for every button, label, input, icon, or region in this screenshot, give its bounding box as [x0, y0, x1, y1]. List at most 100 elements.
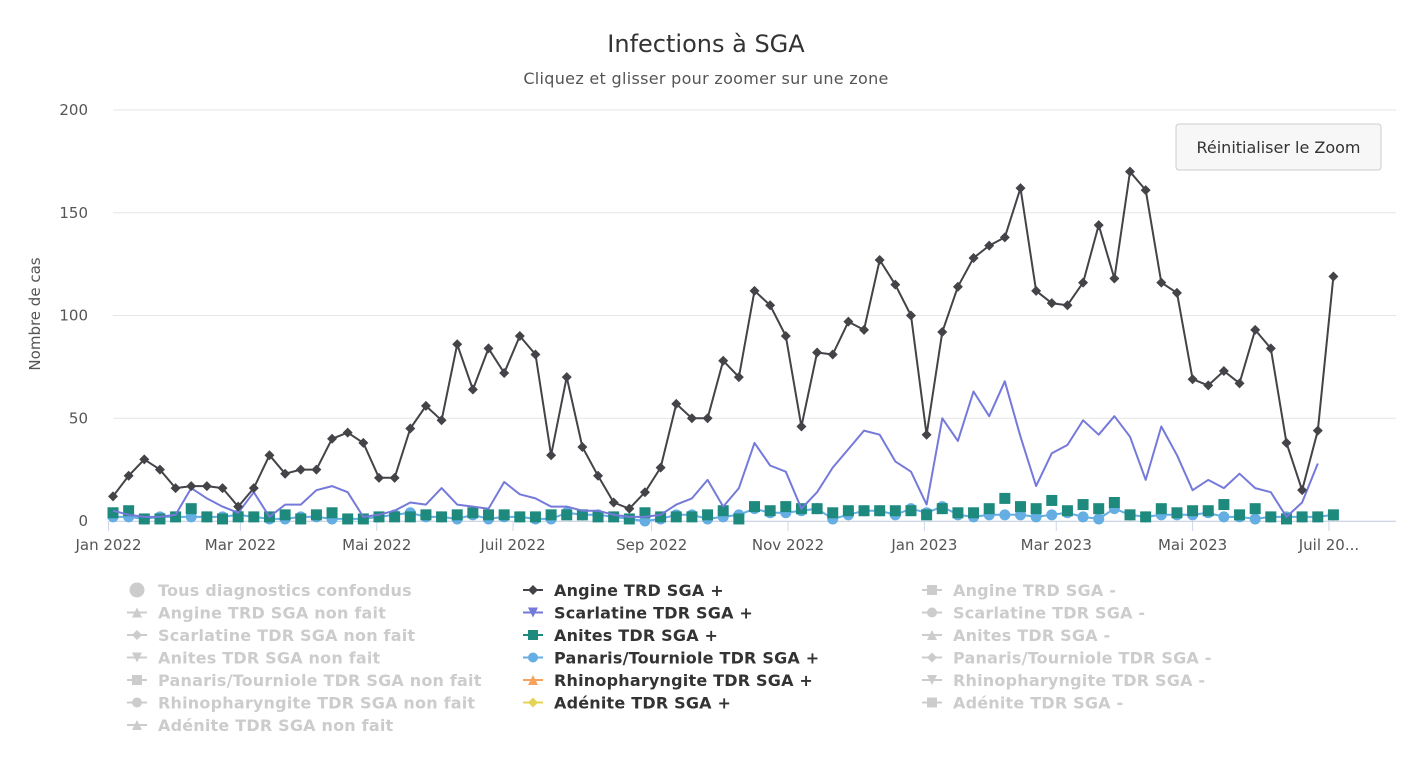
data-point[interactable]	[1124, 509, 1136, 521]
data-point[interactable]	[968, 507, 980, 519]
data-point[interactable]	[1014, 501, 1026, 513]
data-point[interactable]	[514, 511, 526, 523]
legend-item[interactable]: Angine TRD SGA +	[523, 581, 724, 600]
data-point[interactable]	[373, 511, 385, 523]
data-point[interactable]	[248, 483, 259, 494]
data-point[interactable]	[123, 470, 134, 481]
data-point[interactable]	[1108, 497, 1120, 509]
data-point[interactable]	[952, 507, 964, 519]
data-point[interactable]	[1281, 437, 1292, 448]
data-point[interactable]	[827, 507, 839, 519]
data-point[interactable]	[702, 413, 713, 424]
legend-item[interactable]: Rhinopharyngite TDR SGA +	[523, 671, 813, 690]
data-point[interactable]	[1249, 503, 1261, 515]
legend-item[interactable]: Anites TDR SGA non fait	[127, 649, 381, 668]
data-point[interactable]	[467, 384, 478, 395]
data-point[interactable]	[483, 509, 495, 521]
data-point[interactable]	[232, 511, 244, 523]
data-point[interactable]	[514, 331, 525, 342]
data-point[interactable]	[842, 505, 854, 517]
data-point[interactable]	[921, 509, 933, 521]
data-point[interactable]	[1312, 425, 1323, 436]
data-point[interactable]	[217, 483, 228, 494]
data-point[interactable]	[358, 437, 369, 448]
data-point[interactable]	[936, 503, 948, 515]
data-point[interactable]	[499, 368, 510, 379]
data-point[interactable]	[812, 347, 823, 358]
data-point[interactable]	[765, 300, 776, 311]
data-point[interactable]	[1203, 380, 1214, 391]
data-point[interactable]	[1171, 507, 1183, 519]
data-point[interactable]	[561, 509, 573, 521]
data-point[interactable]	[1202, 505, 1214, 517]
data-point[interactable]	[498, 509, 510, 521]
data-point[interactable]	[780, 501, 792, 513]
data-point[interactable]	[233, 501, 244, 512]
data-point[interactable]	[859, 324, 870, 335]
data-point[interactable]	[389, 511, 401, 523]
data-point[interactable]	[702, 509, 714, 521]
data-point[interactable]	[874, 505, 886, 517]
data-point[interactable]	[608, 497, 619, 508]
data-point[interactable]	[937, 326, 948, 337]
data-point[interactable]	[107, 507, 119, 519]
data-point[interactable]	[593, 470, 604, 481]
data-point[interactable]	[639, 487, 650, 498]
data-point[interactable]	[1140, 511, 1152, 523]
data-point[interactable]	[686, 413, 697, 424]
data-point[interactable]	[1046, 494, 1058, 506]
data-point[interactable]	[436, 511, 448, 523]
data-point[interactable]	[217, 513, 229, 525]
data-point[interactable]	[764, 505, 776, 517]
data-point[interactable]	[686, 511, 698, 523]
data-point[interactable]	[1312, 511, 1324, 523]
data-point[interactable]	[1218, 365, 1229, 376]
data-point[interactable]	[311, 464, 322, 475]
data-point[interactable]	[1234, 509, 1246, 521]
data-point[interactable]	[108, 491, 118, 502]
data-point[interactable]	[123, 505, 135, 517]
data-point[interactable]	[952, 281, 963, 292]
data-point[interactable]	[999, 492, 1011, 504]
data-point[interactable]	[1265, 343, 1276, 354]
data-point[interactable]	[1327, 509, 1339, 521]
data-point[interactable]	[280, 468, 291, 479]
data-point[interactable]	[796, 421, 807, 432]
data-point[interactable]	[890, 279, 901, 290]
legend-item[interactable]: Adénite TDR SGA +	[523, 694, 731, 713]
data-point[interactable]	[1171, 287, 1182, 298]
data-point[interactable]	[1155, 503, 1167, 515]
legend-item[interactable]: Angine TRD SGA non fait	[127, 604, 386, 623]
data-point[interactable]	[670, 511, 682, 523]
data-point[interactable]	[545, 509, 557, 521]
legend-item[interactable]: Panaris/Tourniole TDR SGA +	[523, 649, 819, 668]
data-point[interactable]	[733, 372, 744, 383]
data-point[interactable]	[671, 398, 682, 409]
data-point[interactable]	[342, 427, 353, 438]
data-point[interactable]	[1218, 499, 1230, 511]
data-point[interactable]	[874, 255, 885, 266]
data-point[interactable]	[310, 509, 322, 521]
data-point[interactable]	[843, 316, 854, 327]
data-point[interactable]	[655, 511, 667, 523]
data-point[interactable]	[357, 513, 369, 525]
data-point[interactable]	[561, 372, 572, 383]
data-point[interactable]	[373, 472, 384, 483]
data-point[interactable]	[1218, 511, 1230, 523]
data-point[interactable]	[420, 509, 432, 521]
data-point[interactable]	[295, 464, 306, 475]
data-point[interactable]	[201, 481, 212, 492]
data-point[interactable]	[655, 462, 666, 473]
legend-item[interactable]: Scarlatine TDR SGA +	[523, 604, 753, 623]
data-point[interactable]	[295, 513, 307, 525]
data-point[interactable]	[264, 450, 275, 461]
data-point[interactable]	[1061, 505, 1073, 517]
data-point[interactable]	[389, 472, 400, 483]
data-point[interactable]	[154, 464, 165, 475]
data-point[interactable]	[623, 513, 635, 525]
data-point[interactable]	[467, 507, 479, 519]
data-point[interactable]	[1046, 509, 1058, 521]
data-point[interactable]	[1297, 485, 1308, 496]
data-point[interactable]	[592, 511, 604, 523]
